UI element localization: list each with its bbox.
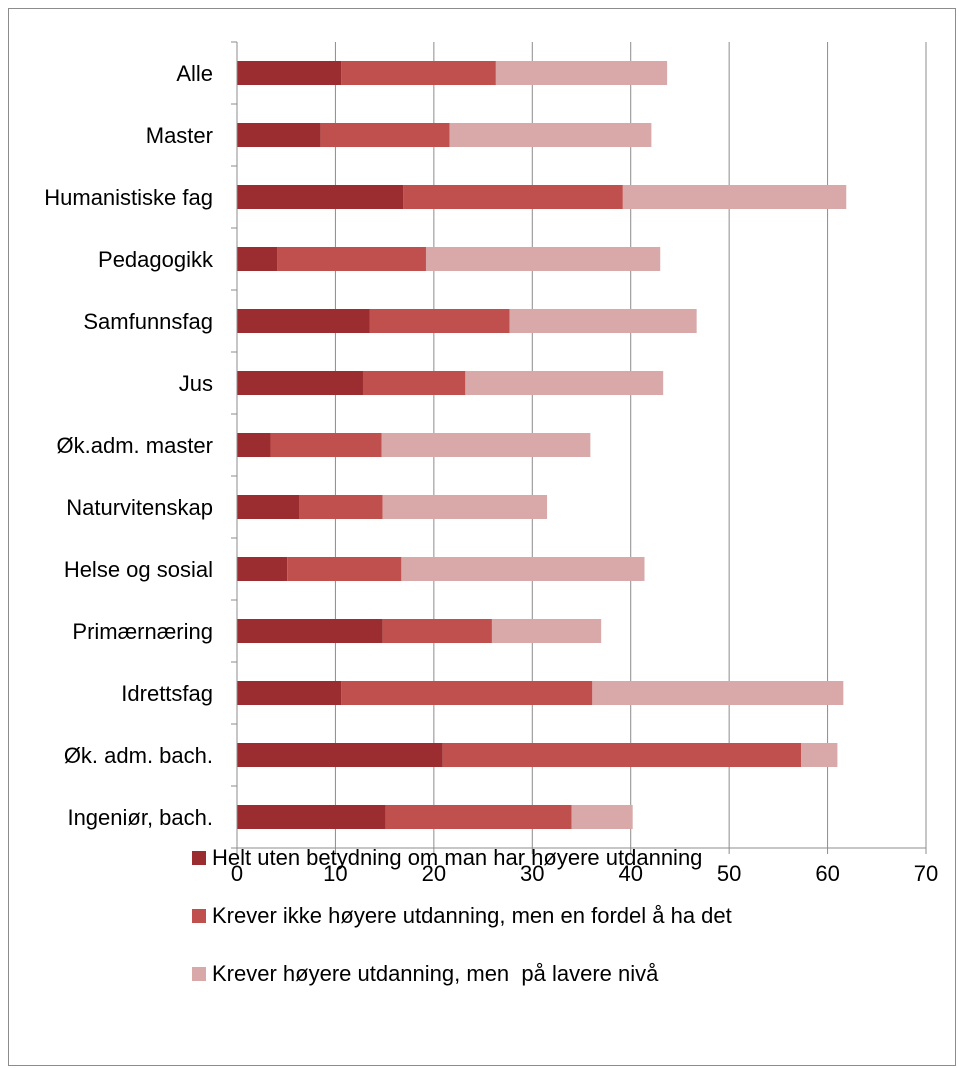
bar-segment	[382, 619, 492, 643]
bar-segment	[495, 61, 668, 85]
bar-segment	[237, 743, 443, 767]
bar-segment	[237, 247, 278, 271]
legend-label: Krever høyere utdanning, men på lavere n…	[212, 961, 659, 986]
bar-segment	[237, 123, 321, 147]
bar-segment	[491, 619, 602, 643]
x-tick-label: 70	[914, 861, 938, 886]
legend-swatch	[192, 851, 206, 865]
legend-item: Krever ikke høyere utdanning, men en for…	[192, 901, 732, 931]
bar-segment	[237, 805, 386, 829]
category-label: Pedagogikk	[98, 247, 214, 272]
legend-label: Helt uten betydning om man har høyere ut…	[212, 845, 703, 870]
category-label: Helse og sosial	[64, 557, 213, 582]
gridlines	[334, 42, 927, 848]
bar-segment	[509, 309, 697, 333]
bar-segment	[341, 61, 496, 85]
bar-segment	[571, 805, 633, 829]
bar-segment	[382, 495, 548, 519]
bar-segment	[320, 123, 450, 147]
category-labels: Alle Master Humanistiske fag Pedagogikk Samf…	[44, 61, 214, 830]
bar-segment	[800, 743, 838, 767]
category-label: Idrettsfag	[121, 681, 213, 706]
category-label: Øk. adm. bach.	[64, 743, 213, 768]
bar-segment	[287, 557, 402, 581]
bar-segment	[270, 433, 382, 457]
x-tick-labels: 0 10 20 30 40 50 60 70	[231, 861, 938, 886]
axes	[231, 41, 927, 854]
bar-segment	[381, 433, 591, 457]
category-label: Øk.adm. master	[57, 433, 213, 458]
x-tick-label: 0	[231, 861, 243, 886]
legend-swatch	[192, 909, 206, 923]
bar-segment	[237, 495, 300, 519]
bar-segment	[237, 61, 342, 85]
bar-segment	[341, 681, 593, 705]
bar-segment	[237, 619, 383, 643]
legend-label: Krever ikke høyere utdanning, men en for…	[212, 903, 732, 928]
bar-segment	[237, 681, 342, 705]
bar-segment	[362, 371, 466, 395]
bar-segment	[449, 123, 652, 147]
bar-segment	[237, 557, 288, 581]
x-tick-label: 10	[323, 861, 347, 886]
legend: Helt uten betydning om man har høyere ut…	[192, 843, 732, 1017]
bar-segment	[237, 309, 370, 333]
bar-segment	[592, 681, 844, 705]
category-label: Samfunnsfag	[83, 309, 213, 334]
bar-segment	[622, 185, 847, 209]
category-label: Ingeniør, bach.	[67, 805, 213, 830]
bar-segment	[299, 495, 383, 519]
bar-segment	[442, 743, 801, 767]
bar-segment	[277, 247, 426, 271]
bar-segment	[237, 371, 363, 395]
category-label: Alle	[176, 61, 213, 86]
bars	[237, 61, 847, 829]
x-tick-label: 40	[618, 861, 642, 886]
x-tick-label: 60	[815, 861, 839, 886]
category-label: Naturvitenskap	[66, 495, 213, 520]
category-label: Humanistiske fag	[44, 185, 213, 210]
bar-segment	[425, 247, 661, 271]
bar-segment	[237, 433, 271, 457]
category-label: Master	[146, 123, 213, 148]
bar-segment	[369, 309, 510, 333]
legend-item: Krever høyere utdanning, men på lavere n…	[192, 959, 732, 989]
chart-frame	[8, 8, 956, 1066]
category-label: Primærnæring	[72, 619, 213, 644]
bar-segment	[237, 185, 404, 209]
x-tick-label: 20	[422, 861, 446, 886]
legend-item: Helt uten betydning om man har høyere ut…	[192, 843, 732, 873]
x-tick-label: 30	[520, 861, 544, 886]
bar-segment	[385, 805, 572, 829]
bar-segment	[403, 185, 623, 209]
bar-segment	[401, 557, 645, 581]
category-label: Jus	[179, 371, 213, 396]
legend-swatch	[192, 967, 206, 981]
x-tick-label: 50	[717, 861, 741, 886]
bar-segment	[465, 371, 664, 395]
